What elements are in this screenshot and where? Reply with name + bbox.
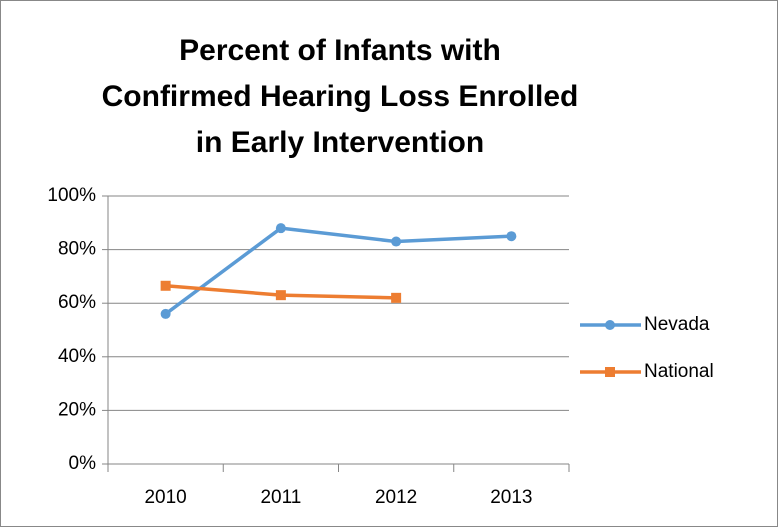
y-tick-label: 100% [47, 185, 96, 206]
legend-marker [605, 320, 615, 330]
x-tick-label: 2010 [144, 487, 186, 508]
legend-label: National [644, 361, 714, 382]
y-tick-label: 80% [58, 239, 96, 260]
data-point [160, 280, 171, 291]
data-point [506, 231, 517, 242]
x-tick-label: 2013 [490, 487, 532, 508]
legend-label: Nevada [644, 314, 710, 335]
y-tick-label: 40% [58, 346, 96, 367]
data-point [391, 292, 402, 303]
y-tick-label: 20% [58, 399, 96, 420]
data-point [391, 236, 402, 247]
y-tick-label: 60% [58, 292, 96, 313]
data-point [160, 308, 171, 319]
series-line [164, 226, 512, 316]
y-tick-label: 0% [69, 453, 97, 474]
x-tick-label: 2012 [375, 487, 417, 508]
x-tick-label: 2011 [260, 487, 301, 508]
data-point [275, 223, 286, 234]
data-point [275, 290, 286, 301]
legend-marker [605, 367, 615, 377]
chart-title: Percent of Infants with Confirmed Hearin… [101, 34, 579, 159]
